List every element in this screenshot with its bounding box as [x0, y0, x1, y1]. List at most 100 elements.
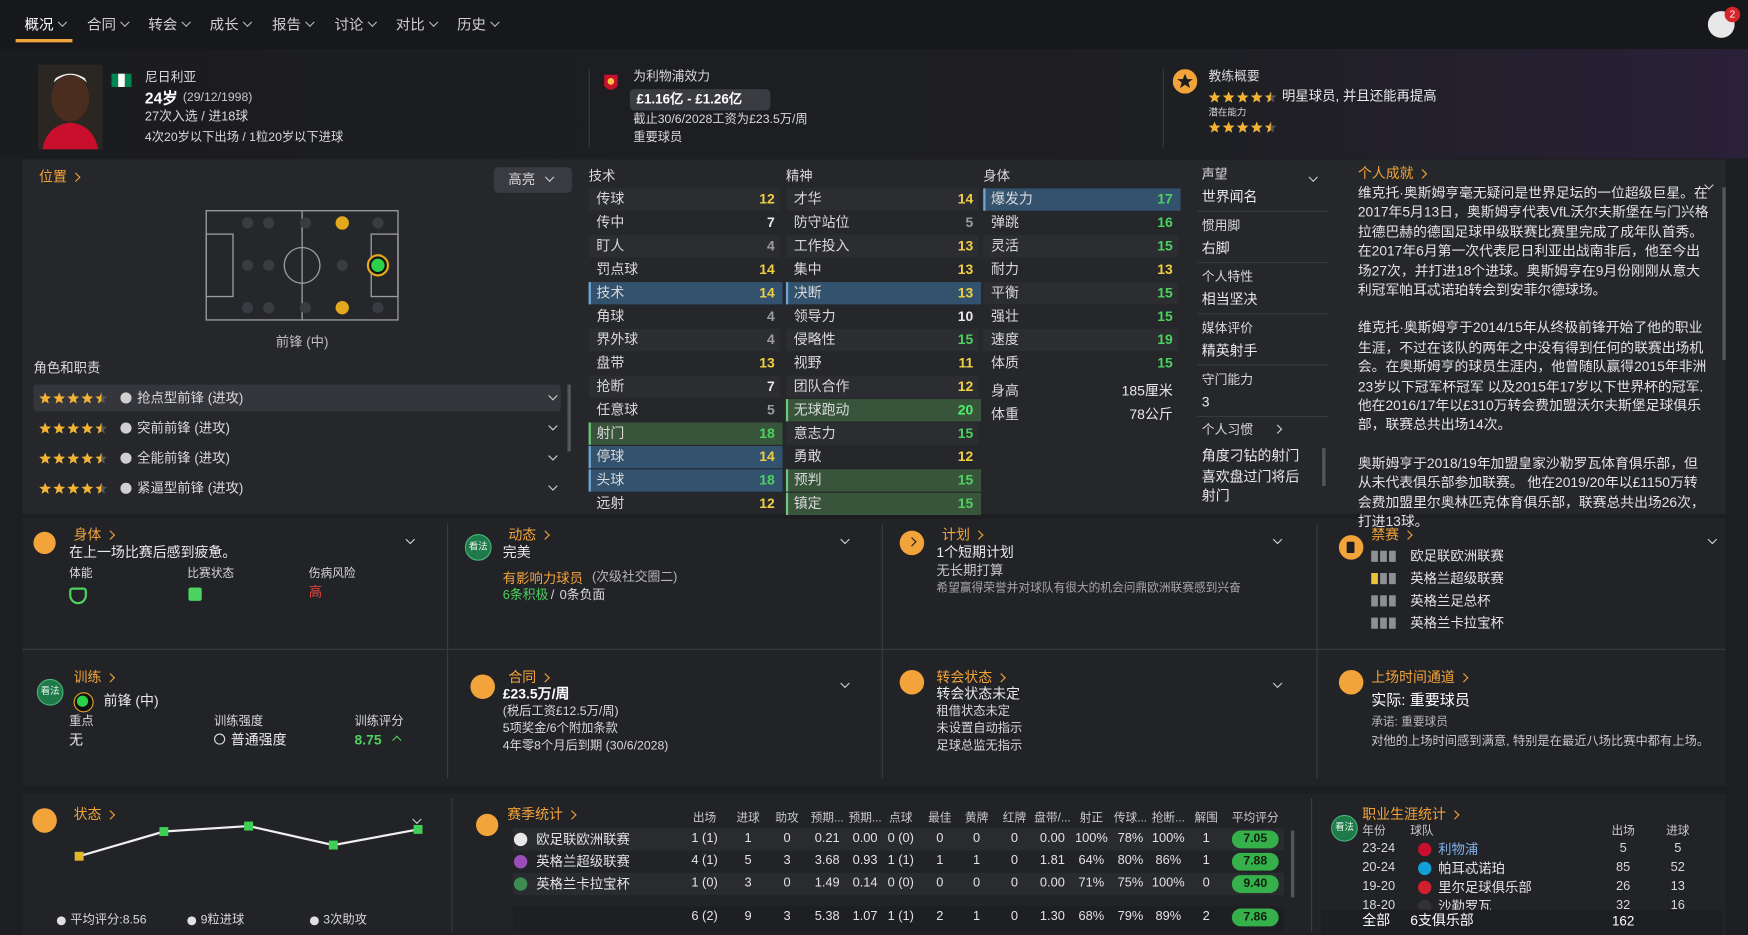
attribute-name: 无球跑动 — [793, 402, 850, 418]
star-fill — [95, 482, 102, 494]
column-header: 年份 — [1362, 824, 1386, 839]
form-point[interactable] — [413, 824, 423, 834]
section-title[interactable]: 位置 — [39, 169, 67, 185]
value-pill — [629, 89, 771, 111]
paragraph: 维克托·奥斯姆亨于2014/15年从终极前锋开始了他的职业生涯，不过在该队的两年… — [1357, 320, 1707, 434]
stat-cell: 1.30 — [1039, 909, 1065, 924]
metric-label: 伤病风险 — [308, 567, 356, 581]
stat-cell: 3.68 — [814, 854, 840, 868]
attribute-value: 20 — [957, 402, 974, 418]
attribute-name: 头球 — [596, 472, 625, 489]
intensity-icon — [214, 733, 226, 745]
stat-cell: 0 — [1010, 854, 1019, 868]
nav-tab[interactable]: 对比 — [395, 16, 425, 33]
nav-tab[interactable]: 历史 — [457, 16, 487, 33]
profile-value: 3 — [1201, 394, 1210, 410]
club-icon — [1418, 842, 1432, 857]
table-row — [512, 828, 1285, 851]
attribute-group: 身体 — [983, 168, 1011, 184]
stat-cell: 1 — [1202, 831, 1210, 846]
nav-tab[interactable]: 合同 — [86, 16, 116, 33]
paragraph: 奥斯姆亨于2018/19年加盟皇家沙勒罗瓦体育俱乐部，但从未代表俱乐部参加联赛。… — [1357, 455, 1705, 530]
form-point[interactable] — [244, 821, 254, 831]
attribute-row — [983, 328, 1179, 352]
form-point[interactable] — [74, 851, 84, 861]
attribute-row — [588, 375, 781, 398]
achievements-text: 维克托·奥斯姆亨毫无疑问是世界足坛的一位超级巨星。在2017年5月13日，奥斯姆… — [1358, 184, 1710, 551]
form-assists: 3次助攻 — [323, 913, 367, 927]
playing-time-icon — [1338, 669, 1364, 695]
column-header: 进球 — [736, 811, 760, 825]
suspension-bar — [1380, 573, 1387, 585]
opinion-badge-label: 看法 — [468, 540, 488, 552]
card-title[interactable]: 转会状态 — [936, 669, 993, 686]
highlight-dropdown[interactable] — [493, 167, 572, 193]
star-fill — [95, 452, 102, 464]
card-title[interactable]: 合同 — [508, 669, 537, 686]
stat-cell: 0 — [936, 831, 944, 846]
top-nav — [0, 0, 1748, 50]
attribute-name: 镇定 — [793, 495, 822, 512]
form-point[interactable] — [328, 840, 338, 850]
apps: 32 — [1616, 898, 1631, 913]
nav-tab[interactable]: 成长 — [209, 16, 239, 33]
nav-tab[interactable]: 转会 — [148, 16, 178, 33]
profile-value: 相当坚决 — [1201, 291, 1258, 308]
card-title[interactable]: 计划 — [942, 527, 970, 543]
rating-pill — [1231, 875, 1279, 893]
star-fill — [67, 391, 80, 403]
role-name: 抢点型前锋 (进攻) — [137, 390, 244, 406]
role-row-selected[interactable] — [33, 384, 561, 412]
divider — [881, 523, 883, 779]
stat-cell: 89% — [1155, 909, 1182, 924]
nav-tab[interactable]: 报告 — [272, 16, 302, 33]
attribute-value: 18 — [759, 472, 775, 489]
attribute-name: 速度 — [991, 331, 1019, 348]
card-title[interactable]: 状态 — [73, 806, 102, 823]
form-chart — [74, 821, 423, 861]
attribute-value: 5 — [767, 402, 775, 418]
club: 利物浦 — [1438, 841, 1479, 858]
star — [1264, 90, 1277, 102]
total-clubs: 6支俱乐部 — [1410, 912, 1474, 929]
text: 5项奖金/6个附加条款 — [502, 721, 618, 736]
card-title[interactable]: 职业生涯统计 — [1362, 806, 1446, 823]
column-header: 最佳 — [928, 811, 952, 825]
nav-tab[interactable]: 概况 — [24, 16, 54, 33]
star — [1264, 120, 1277, 133]
card-title[interactable]: 赛季统计 — [507, 806, 563, 823]
text: / — [550, 588, 555, 603]
attribute-value: 11 — [958, 355, 974, 371]
attribute-name: 才华 — [793, 191, 822, 208]
card-title[interactable]: 上场时间通道 — [1371, 669, 1455, 686]
stat-cell: 0.93 — [852, 854, 878, 868]
rating: 7.88 — [1243, 854, 1268, 868]
section-title[interactable]: 个人成就 — [1357, 165, 1414, 182]
card-title[interactable]: 禁赛 — [1371, 527, 1400, 543]
card-title[interactable]: 动态 — [508, 527, 537, 543]
text: 重要球员 — [633, 130, 683, 145]
attribute-value: 17 — [1157, 191, 1173, 208]
form-point[interactable] — [159, 827, 169, 836]
text: 希望赢得荣誉并对球队有很大的机会问鼎欧洲联赛感到兴奋 — [936, 581, 1241, 596]
profile-value: 右脚 — [1201, 240, 1230, 257]
nav-tab[interactable]: 讨论 — [334, 16, 364, 33]
card-title[interactable]: 训练 — [73, 669, 102, 686]
form-line — [78, 824, 419, 858]
attribute-name: 工作投入 — [793, 238, 850, 254]
attribute-highlight — [785, 282, 982, 305]
attribute-highlight — [588, 282, 783, 305]
suspension-bar — [1371, 550, 1378, 562]
apps: 85 — [1616, 860, 1631, 875]
stat-cell: 0 — [972, 876, 981, 890]
club-icon — [1418, 861, 1432, 876]
stat-cell: 4 (1) — [691, 854, 718, 868]
card-title[interactable]: 身体 — [73, 527, 102, 543]
text: 4次20岁以下出场 / 1粒20岁以下进球 — [144, 130, 344, 145]
star-rating — [1208, 90, 1277, 102]
attribute-value: 5 — [965, 214, 974, 231]
suspension-bar — [1389, 550, 1396, 562]
text: 明星球员, 并且还能再提高 — [1282, 88, 1437, 104]
text: 为利物浦效力 — [633, 70, 711, 84]
